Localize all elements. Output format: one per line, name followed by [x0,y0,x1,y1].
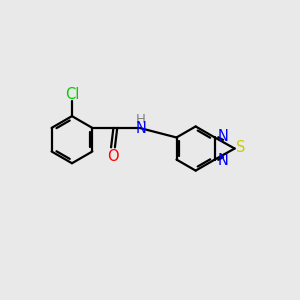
Text: O: O [107,149,119,164]
Text: N: N [218,153,229,168]
Text: Cl: Cl [65,87,79,102]
Text: H: H [136,112,146,126]
Text: N: N [218,129,229,144]
Text: N: N [135,121,146,136]
Text: S: S [236,140,246,155]
